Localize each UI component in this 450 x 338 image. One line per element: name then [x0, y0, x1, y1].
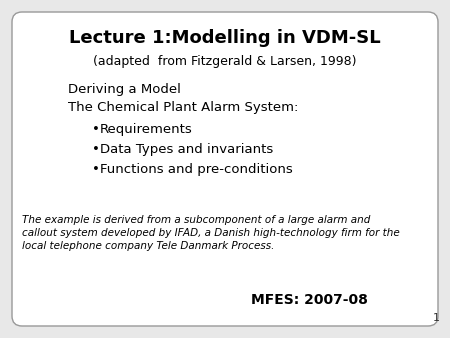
Text: callout system developed by IFAD, a Danish high-technology firm for the: callout system developed by IFAD, a Dani…: [22, 228, 400, 238]
Text: Lecture 1:Modelling in VDM-SL: Lecture 1:Modelling in VDM-SL: [69, 29, 381, 47]
Text: •: •: [92, 164, 100, 176]
Text: The Chemical Plant Alarm System:: The Chemical Plant Alarm System:: [68, 101, 298, 115]
Text: Functions and pre-conditions: Functions and pre-conditions: [100, 164, 293, 176]
Text: Requirements: Requirements: [100, 123, 193, 137]
Text: local telephone company Tele Danmark Process.: local telephone company Tele Danmark Pro…: [22, 241, 274, 251]
Text: MFES: 2007-08: MFES: 2007-08: [251, 293, 368, 307]
Text: The example is derived from a subcomponent of a large alarm and: The example is derived from a subcompone…: [22, 215, 370, 225]
FancyBboxPatch shape: [12, 12, 438, 326]
Text: (adapted  from Fitzgerald & Larsen, 1998): (adapted from Fitzgerald & Larsen, 1998): [93, 54, 357, 68]
Text: Data Types and invariants: Data Types and invariants: [100, 144, 273, 156]
Text: Deriving a Model: Deriving a Model: [68, 83, 181, 97]
Text: •: •: [92, 144, 100, 156]
Text: •: •: [92, 123, 100, 137]
Text: 1: 1: [433, 313, 440, 323]
